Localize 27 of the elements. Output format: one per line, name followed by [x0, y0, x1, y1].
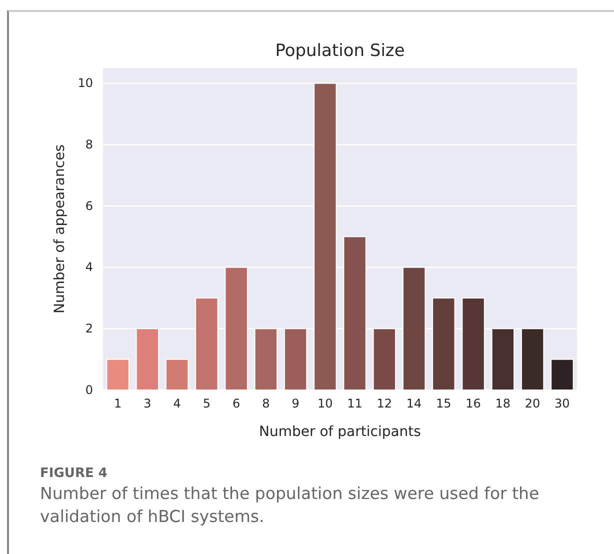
x-tick-label: 15: [436, 396, 452, 411]
x-tick-label: 1: [114, 396, 122, 411]
x-tick-label: 9: [292, 396, 300, 411]
y-tick-label: 6: [85, 198, 93, 213]
x-tick-label: 20: [524, 396, 540, 411]
x-tick-label: 8: [262, 396, 270, 411]
y-tick-label: 4: [85, 260, 93, 274]
y-tick-label: 0: [85, 382, 93, 397]
x-tick-label: 4: [173, 396, 181, 411]
x-tick-label: 3: [144, 396, 152, 411]
caption: FIGURE 4: [40, 465, 108, 483]
x-axis-title: Number of participants: [259, 424, 421, 440]
chart-title: Population Size: [275, 41, 405, 61]
x-tick-label: 30: [554, 396, 570, 411]
x-tick-label: 6: [232, 396, 240, 411]
y-axis-title: Number of appearances: [52, 144, 68, 314]
y-tick-label: 8: [85, 138, 93, 152]
x-tick-label: 5: [202, 396, 211, 411]
x-tick-label: 16: [466, 396, 481, 411]
x-tick-label: 11: [347, 396, 362, 411]
x-tick-label: 10: [318, 396, 333, 411]
x-tick-label: 18: [495, 396, 511, 411]
y-tick-label: 10: [78, 76, 93, 90]
x-tick-label: 12: [376, 396, 392, 411]
text: Number of times that the population sizes were used for the validation of hBCI systems.: [40, 483, 540, 528]
y-tick-label: 2: [85, 322, 93, 336]
x-tick-label: 14: [406, 396, 422, 411]
